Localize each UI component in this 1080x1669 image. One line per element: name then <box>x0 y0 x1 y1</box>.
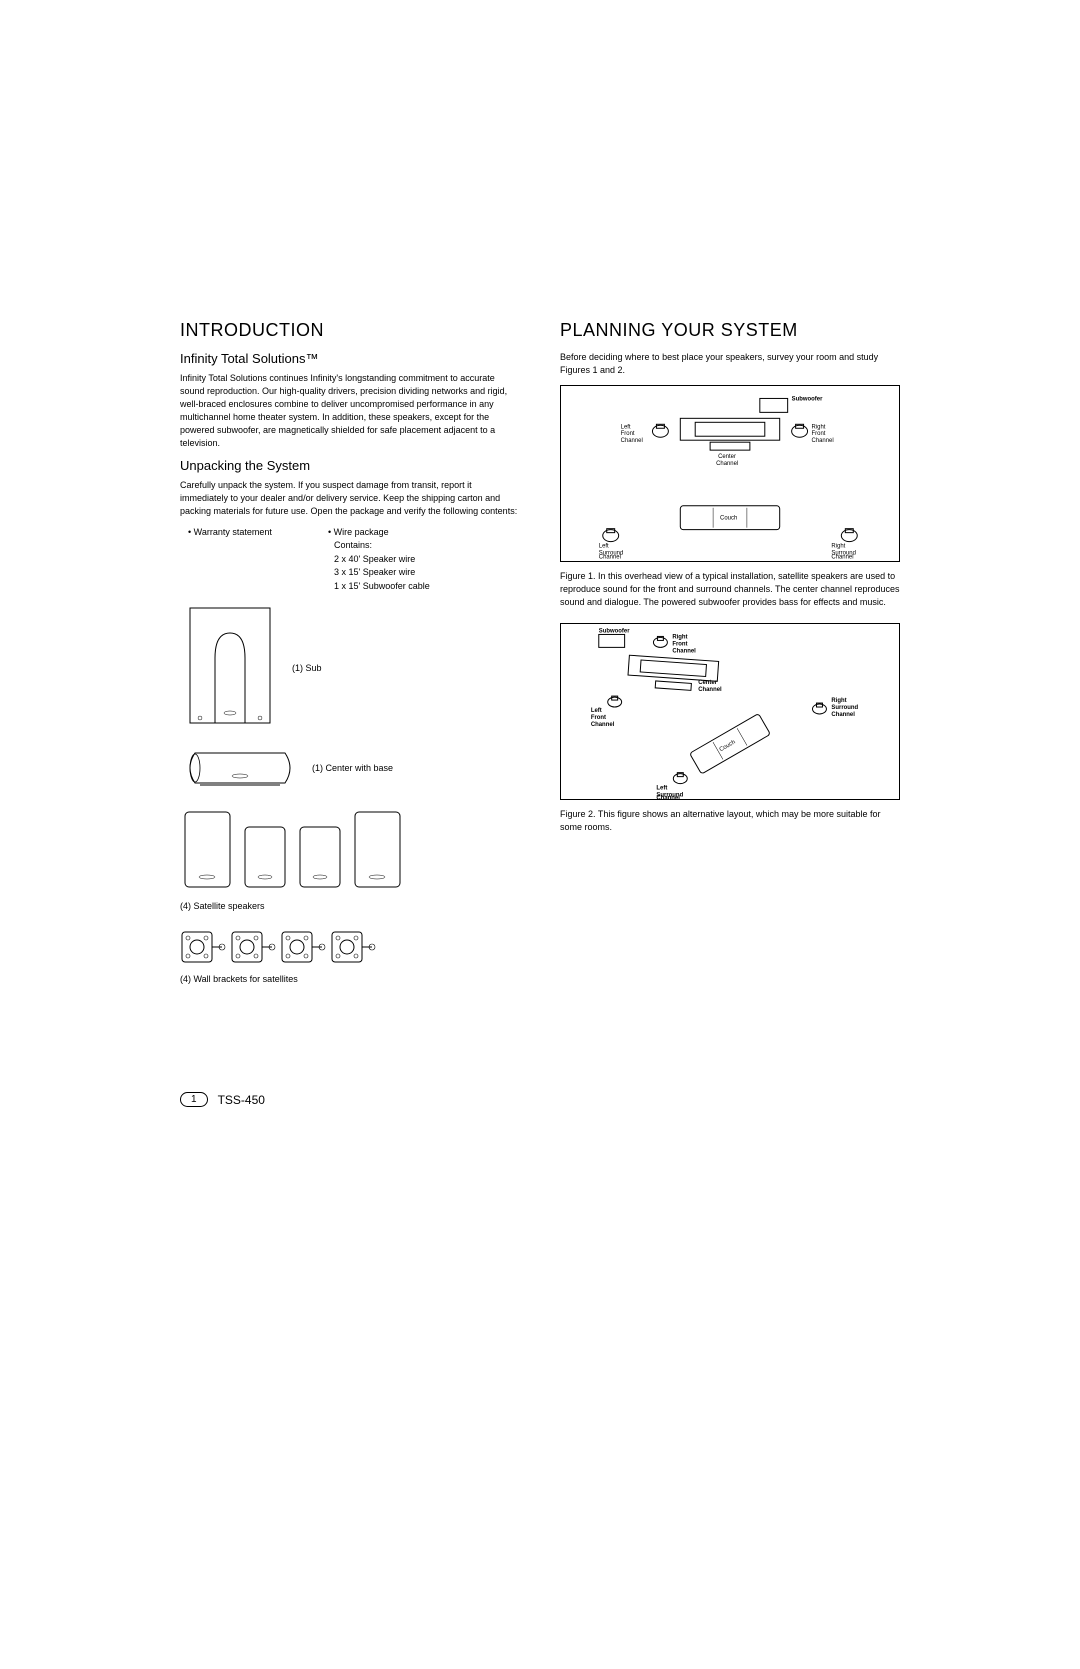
satellites-label: (4) Satellite speakers <box>180 901 520 911</box>
fig1-lf-label: Left <box>621 424 631 430</box>
subwoofer-icon <box>180 603 280 733</box>
svg-text:Channel: Channel <box>656 796 680 800</box>
wire-line-1: Contains: <box>334 539 520 553</box>
svg-text:Front: Front <box>621 431 635 437</box>
svg-text:Channel: Channel <box>698 687 722 693</box>
sub-item: (1) Sub <box>180 603 520 733</box>
introduction-heading: INTRODUCTION <box>180 320 520 341</box>
svg-text:Front: Front <box>591 715 606 721</box>
svg-text:Channel: Channel <box>831 712 855 718</box>
fig1-subwoofer-label: Subwoofer <box>792 397 823 403</box>
fig2-rs-label: Right <box>831 698 846 704</box>
fig1-center-label: Center <box>718 454 736 460</box>
sub-label: (1) Sub <box>292 663 322 673</box>
fig1-couch-label: Couch <box>720 516 737 522</box>
brackets-item: (4) Wall brackets for satellites <box>180 925 520 984</box>
package-contents: Warranty statement Wire package Contains… <box>180 526 520 593</box>
manual-page: INTRODUCTION Infinity Total Solutions™ I… <box>180 320 900 984</box>
svg-text:Channel: Channel <box>591 722 615 728</box>
svg-text:Channel: Channel <box>672 649 696 655</box>
page-footer: 1 TSS-450 <box>180 1092 265 1107</box>
page-number: 1 <box>180 1092 208 1107</box>
fig2-center-label: Center <box>698 680 718 686</box>
wire-package-bullet: Wire package <box>320 526 520 539</box>
center-item: (1) Center with base <box>180 743 520 793</box>
model-number: TSS-450 <box>218 1093 265 1107</box>
fig2-couch-label: Couch <box>719 740 737 754</box>
fig1-rf-label: Right <box>812 424 826 430</box>
svg-text:Channel: Channel <box>599 555 621 561</box>
wire-line-2: 2 x 40' Speaker wire <box>334 553 520 567</box>
fig2-subwoofer-label: Subwoofer <box>599 629 630 635</box>
fig2-lf-label: Left <box>591 708 602 714</box>
svg-text:Front: Front <box>672 642 687 648</box>
wire-line-4: 1 x 15' Subwoofer cable <box>334 580 520 594</box>
center-label: (1) Center with base <box>312 763 393 773</box>
fig2-ls-label: Left <box>656 786 667 792</box>
figure-2-caption: Figure 2. This figure shows an alternati… <box>560 808 900 834</box>
wire-line-3: 3 x 15' Speaker wire <box>334 566 520 580</box>
center-speaker-icon <box>180 743 300 793</box>
figure-2-diagram: Subwoofer Right Front Channel Center Cha… <box>560 623 900 800</box>
svg-text:Channel: Channel <box>621 438 643 444</box>
two-column-layout: INTRODUCTION Infinity Total Solutions™ I… <box>180 320 900 984</box>
figure-1-caption: Figure 1. In this overhead view of a typ… <box>560 570 900 609</box>
fig2-rf-label: Right <box>672 635 687 641</box>
satellite-speakers-icon <box>180 807 420 897</box>
fig1-ls-label: Left <box>599 544 609 550</box>
total-solutions-heading: Infinity Total Solutions™ <box>180 351 520 366</box>
svg-text:Front: Front <box>812 431 826 437</box>
left-column: INTRODUCTION Infinity Total Solutions™ I… <box>180 320 520 984</box>
svg-text:Channel: Channel <box>812 438 834 444</box>
right-column: PLANNING YOUR SYSTEM Before deciding whe… <box>560 320 900 984</box>
svg-text:Surround: Surround <box>831 705 858 711</box>
fig1-rs-label: Right <box>831 544 845 550</box>
planning-heading: PLANNING YOUR SYSTEM <box>560 320 900 341</box>
satellites-item: (4) Satellite speakers <box>180 807 520 911</box>
svg-text:Channel: Channel <box>831 555 853 561</box>
figure-1-diagram: Subwoofer Center Channel Left Front Chan… <box>560 385 900 562</box>
wall-brackets-icon <box>180 925 380 970</box>
svg-text:Channel: Channel <box>716 461 738 467</box>
warranty-bullet: Warranty statement <box>180 526 300 539</box>
planning-intro: Before deciding where to best place your… <box>560 351 900 377</box>
unpacking-heading: Unpacking the System <box>180 458 520 473</box>
total-solutions-body: Infinity Total Solutions continues Infin… <box>180 372 520 450</box>
unpacking-body: Carefully unpack the system. If you susp… <box>180 479 520 518</box>
brackets-label: (4) Wall brackets for satellites <box>180 974 520 984</box>
